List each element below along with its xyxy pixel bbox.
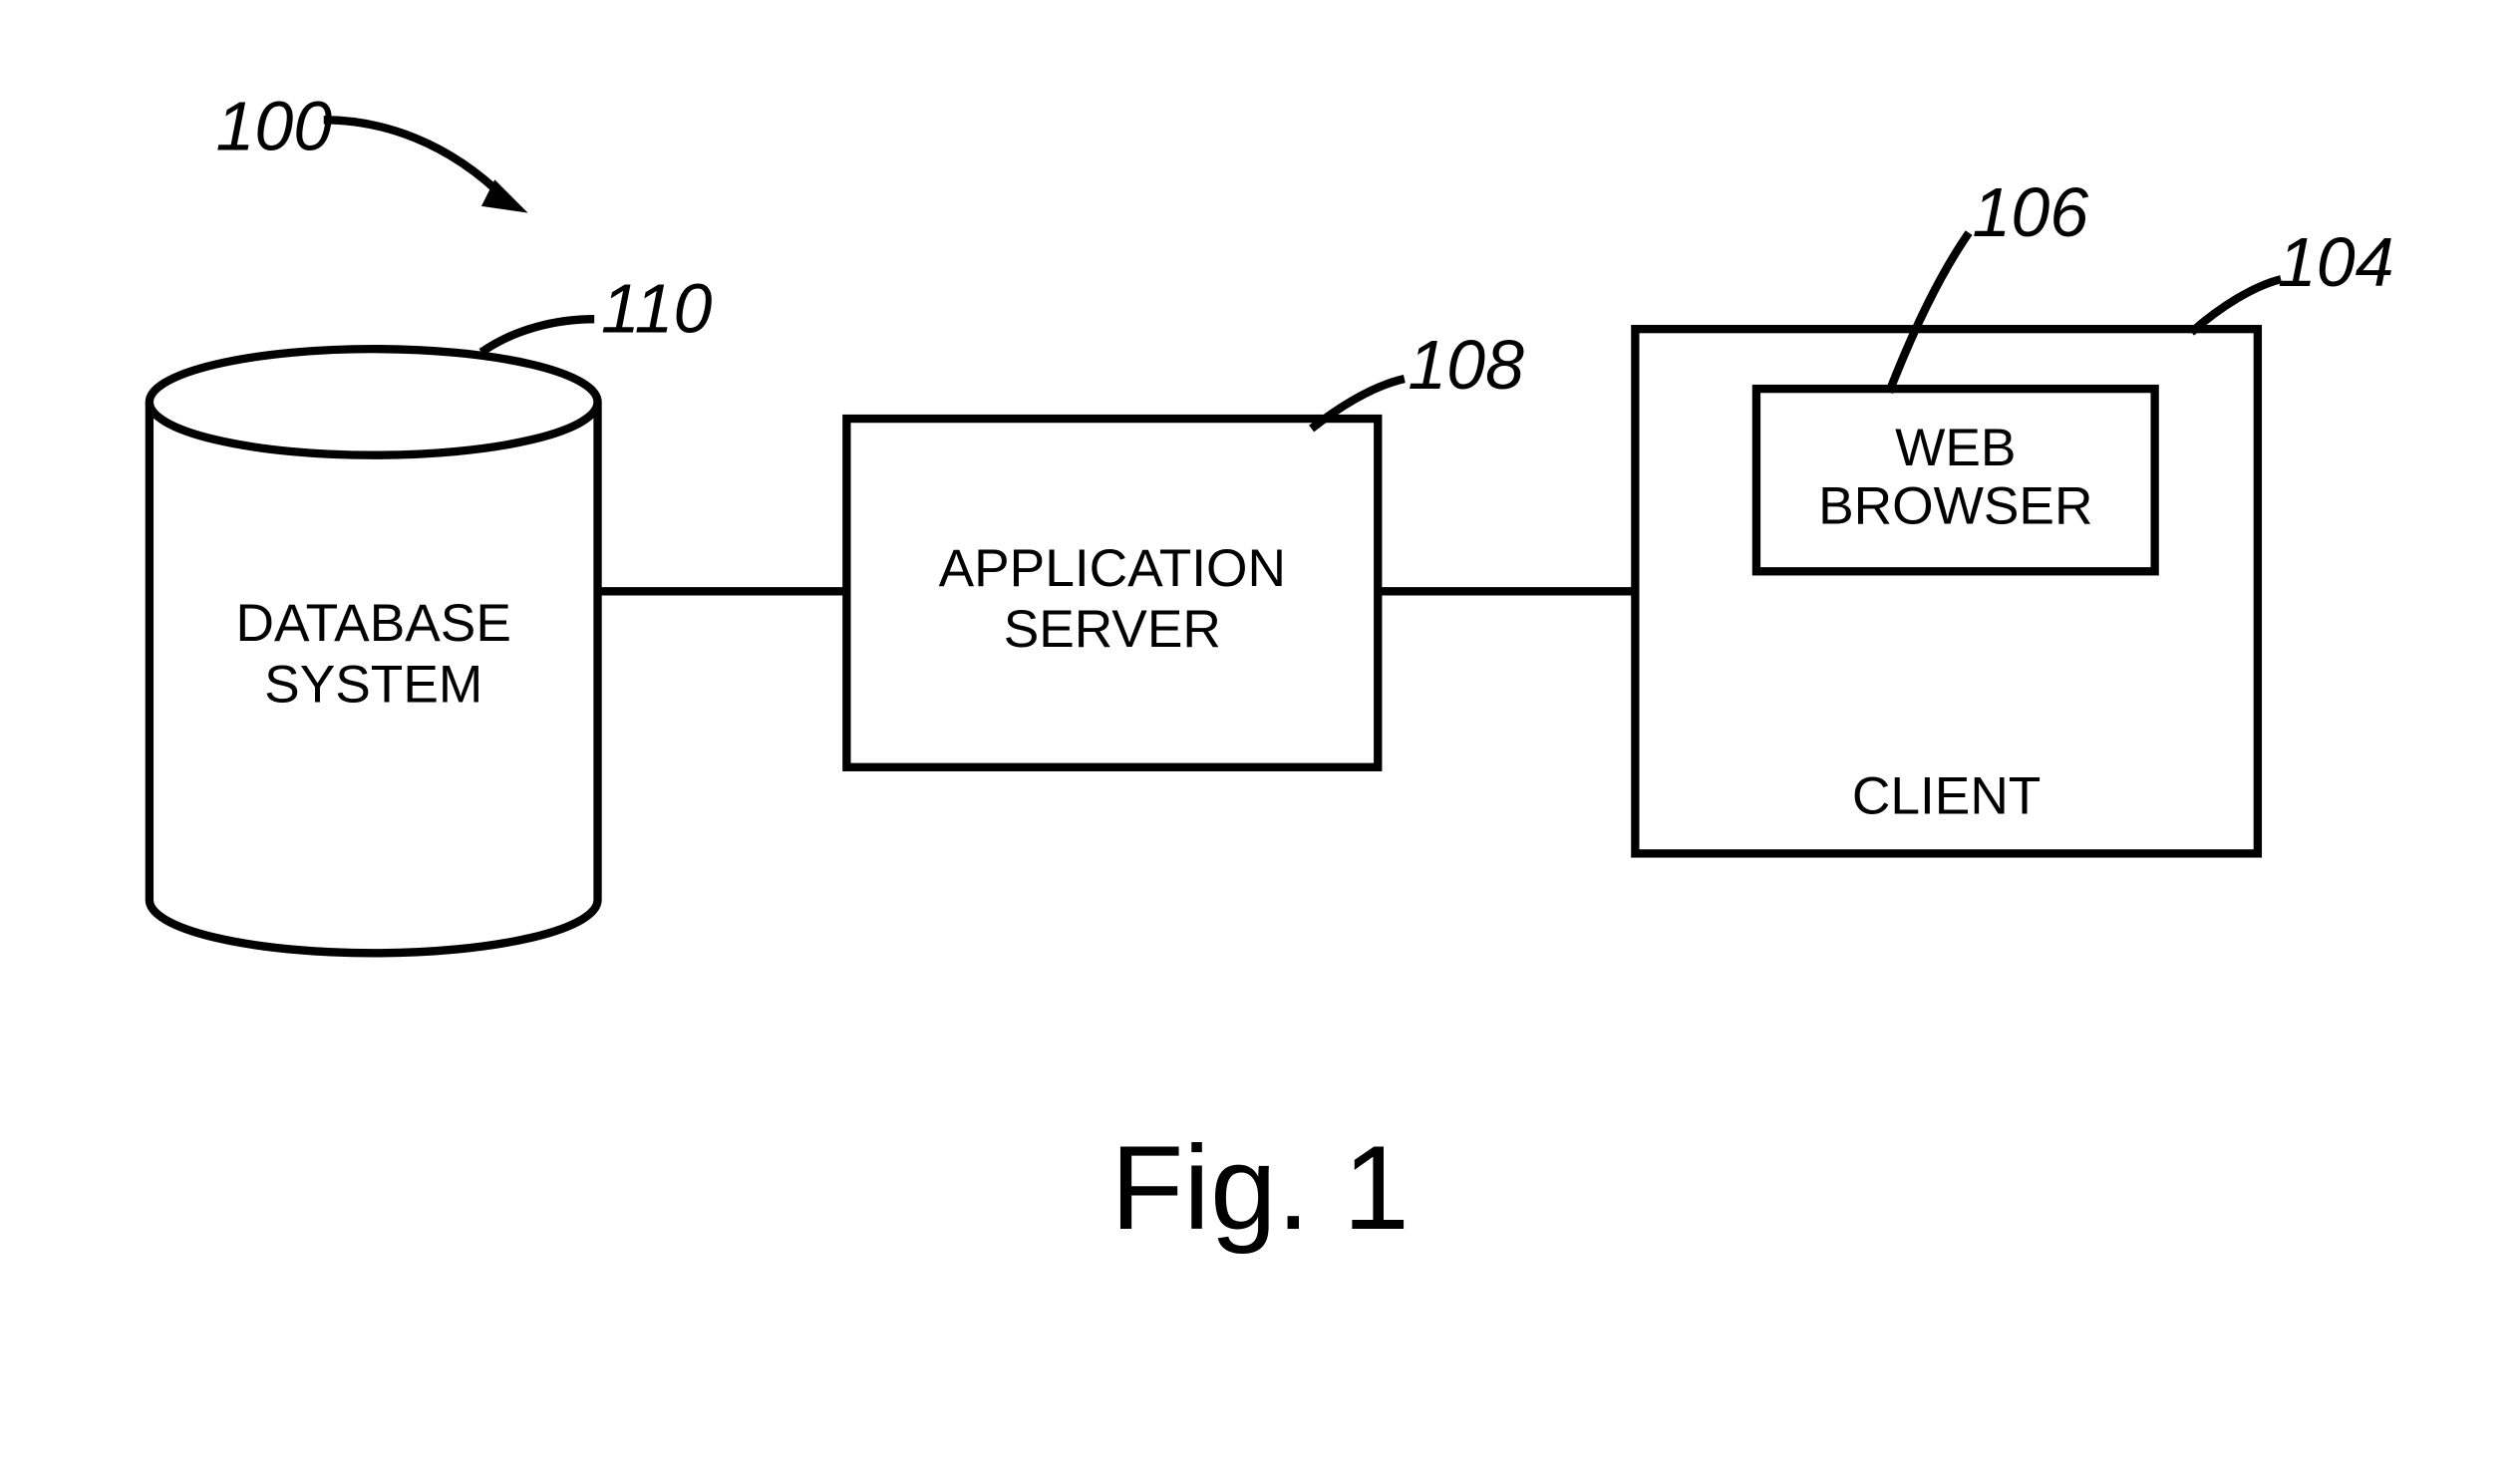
app-server-node: APPLICATION SERVER 108: [846, 326, 1524, 767]
browser-label-2: BROWSER: [1818, 477, 2092, 536]
database-label-1: DATABASE: [236, 594, 511, 653]
database-ref-leader: [481, 319, 594, 352]
app-server-label-1: APPLICATION: [939, 539, 1286, 598]
database-label-2: SYSTEM: [264, 656, 482, 715]
browser-ref-leader: [1889, 233, 1969, 393]
app-server-ref-label: 108: [1408, 326, 1524, 404]
browser-node: WEB BROWSER 106: [1756, 173, 2155, 571]
database-node: DATABASE SYSTEM 110: [150, 269, 713, 953]
browser-ref-label: 106: [1972, 173, 2088, 251]
client-label: CLIENT: [1852, 766, 2041, 825]
app-server-label-2: SERVER: [1004, 600, 1221, 659]
client-ref-leader: [2191, 279, 2281, 332]
client-ref-label: 104: [2278, 223, 2394, 301]
database-cylinder-top: [150, 349, 598, 455]
overall-ref-group: 100: [215, 87, 527, 212]
overall-ref-arrow-shaft: [324, 120, 506, 199]
database-ref-label: 110: [601, 269, 713, 347]
figure-caption: Fig. 1: [1110, 1121, 1410, 1255]
overall-ref-label: 100: [215, 87, 332, 164]
browser-label-1: WEB: [1895, 419, 2016, 477]
